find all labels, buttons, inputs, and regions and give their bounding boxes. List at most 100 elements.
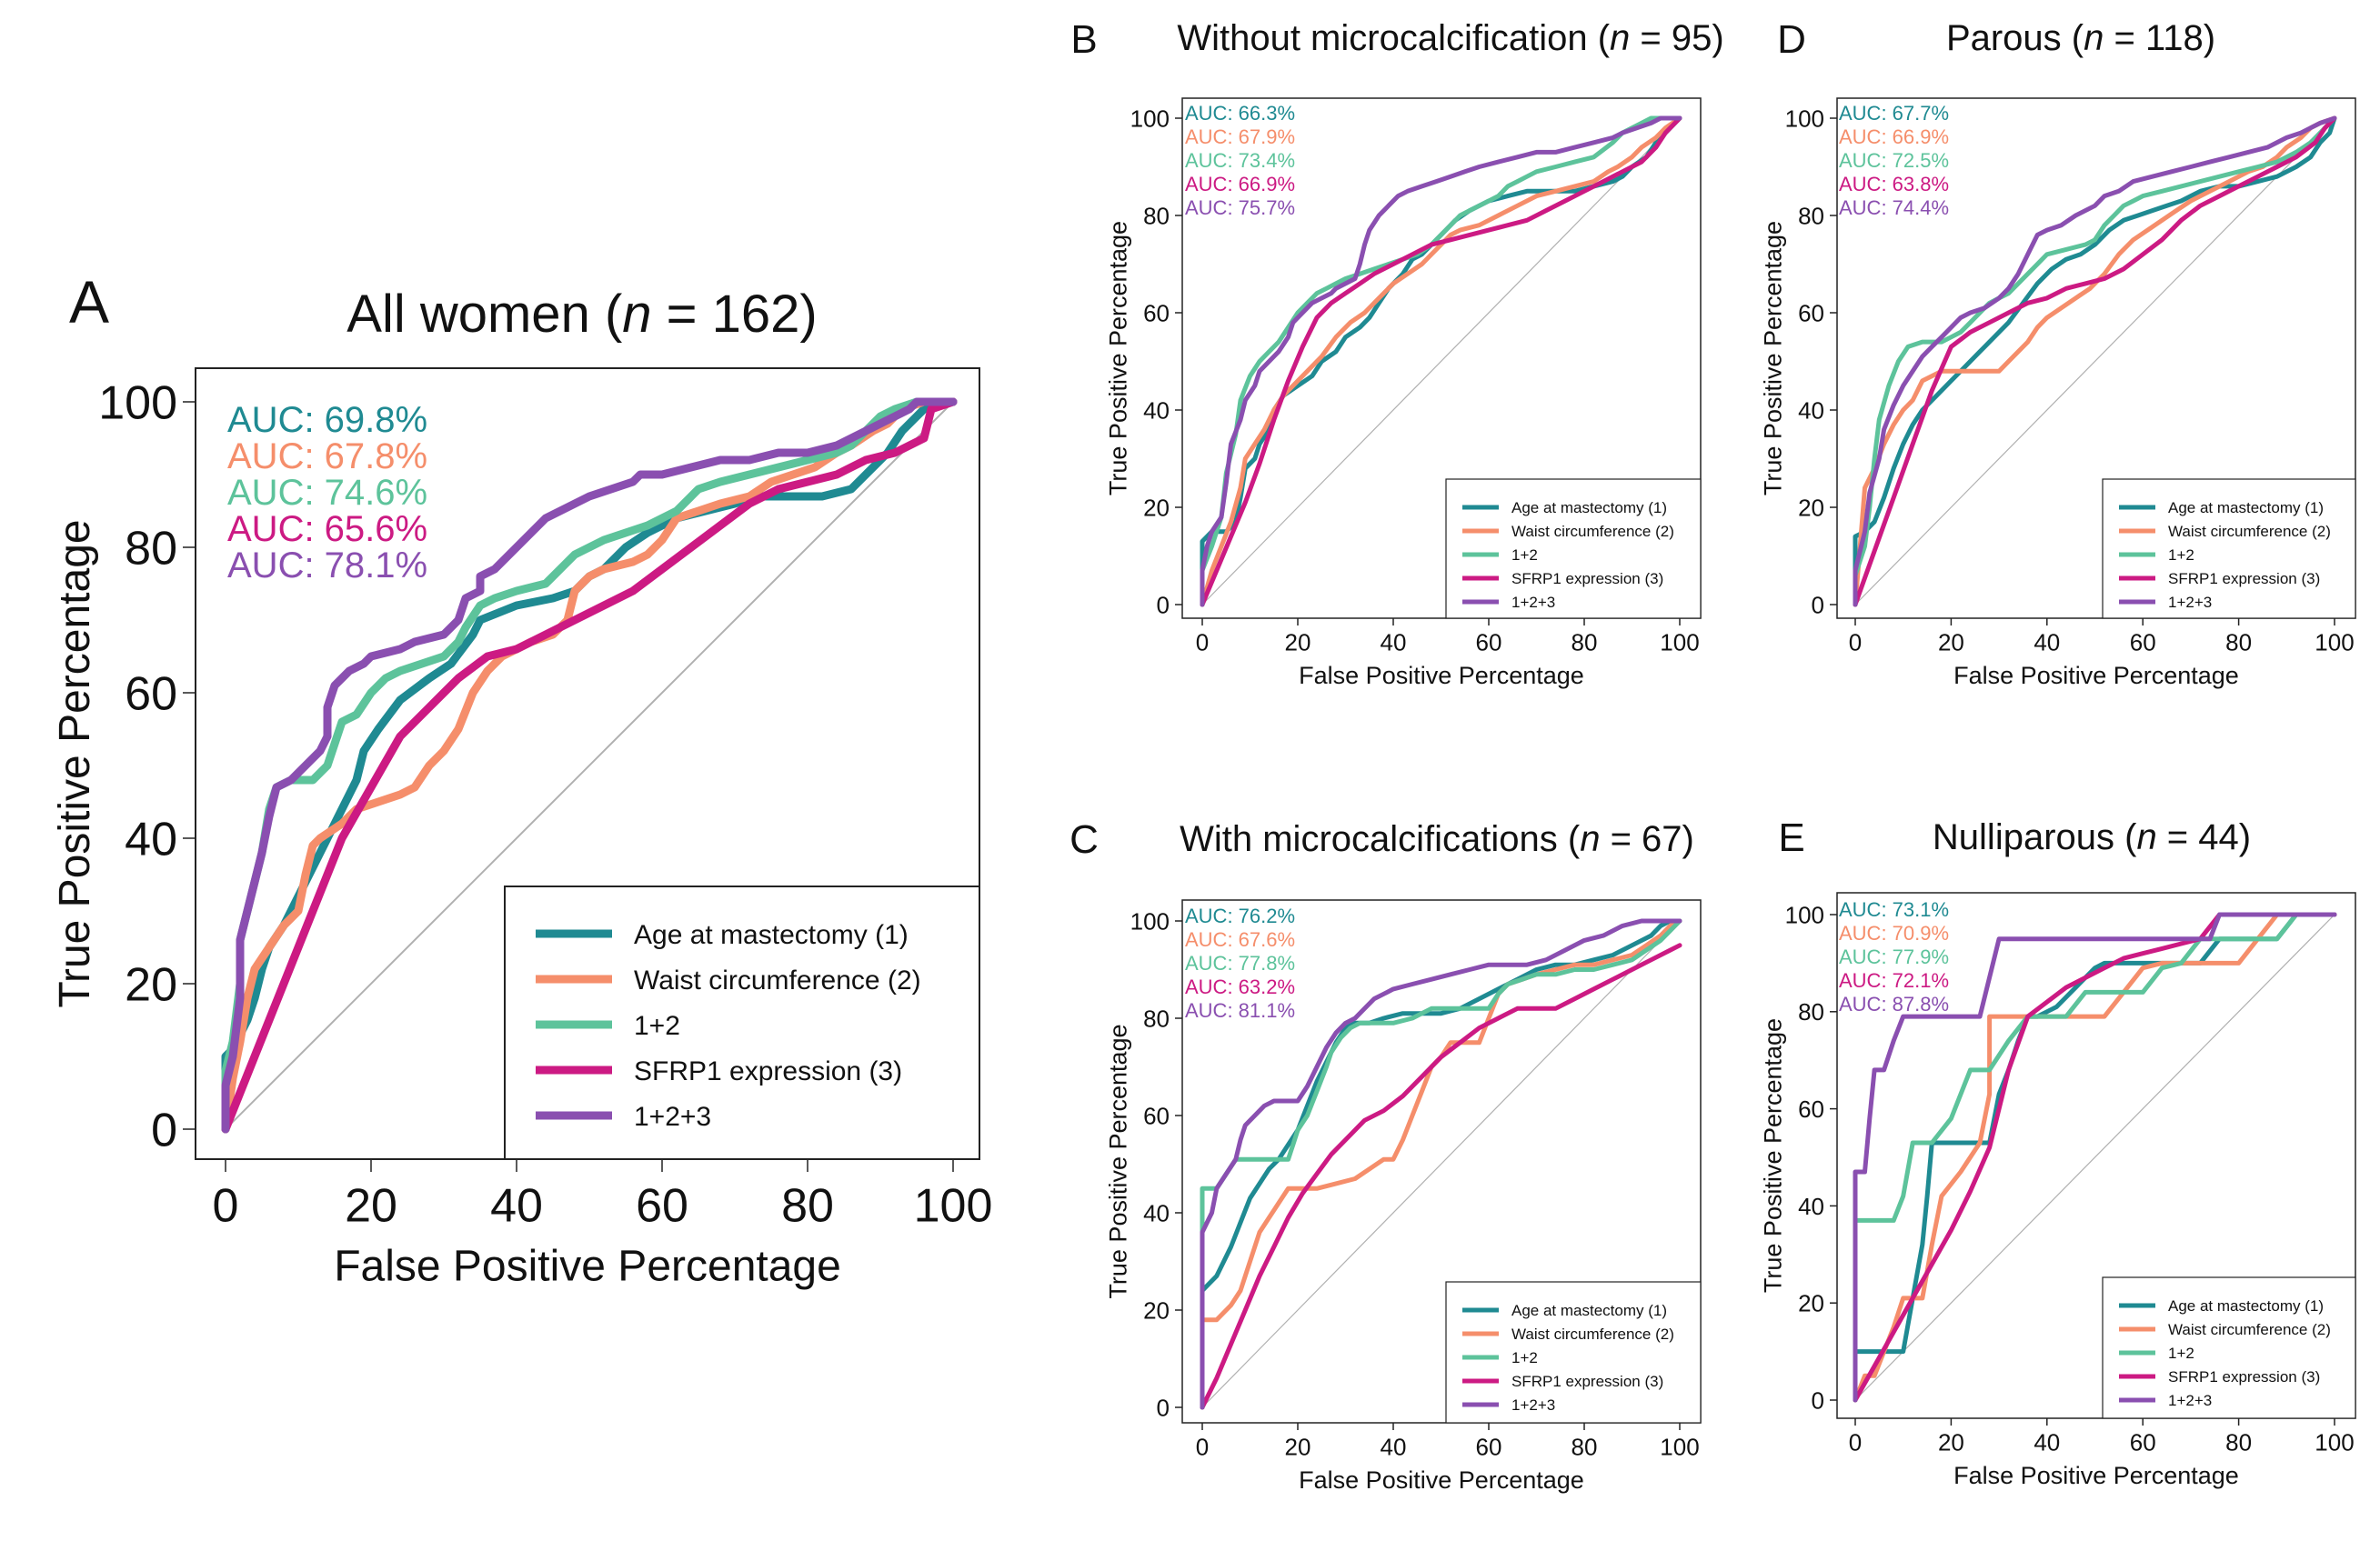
title-prefix: Nulliparous ( <box>1933 817 2137 857</box>
panel-b: 00 20 20 40 40 60 60 80 80 100 100 False Positive P… <box>1070 17 1723 689</box>
reference-diagonal <box>1201 117 1681 605</box>
title-suffix: = 67) <box>1600 819 1693 859</box>
series-line-sfrp1 <box>1853 115 2337 607</box>
series-lines <box>1200 918 1682 1410</box>
x-axis-label: False Positive Percentage <box>1299 662 1584 689</box>
chart-title: Without microcalcification (n = 95) <box>1177 18 1723 58</box>
legend: Age at mastectomy (1) Waist circumference… <box>2102 478 2356 619</box>
legend-label-combo123: 1+2+3 <box>2168 1392 2212 1409</box>
legend-label-combo123: 1+2+3 <box>1511 1396 1555 1414</box>
y-tick-label-80: 80 <box>1798 998 1824 1026</box>
x-tick-label-40: 40 <box>1381 1433 1407 1460</box>
y-tick-label-100: 100 <box>1130 907 1170 935</box>
auc-label-age: AUC: 67.7% <box>1839 102 1949 125</box>
panel-letter: C <box>1069 817 1099 862</box>
axis-ticks: 00 20 20 40 40 60 60 80 80 100 100 <box>1785 901 2355 1456</box>
reference-diagonal <box>225 401 954 1130</box>
y-axis-label: True Positive Percentage <box>1760 221 1787 495</box>
auc-label-combo12: AUC: 77.9% <box>1839 946 1949 968</box>
x-tick-label-0: 0 <box>213 1180 239 1233</box>
y-tick-label-0: 0 <box>1157 591 1170 618</box>
legend-label-combo12: 1+2 <box>1511 1349 1538 1366</box>
y-tick-label-40: 40 <box>1143 1199 1170 1226</box>
x-tick-label-0: 0 <box>1196 628 1209 655</box>
legend-box <box>1445 1281 1702 1424</box>
legend-label-waist: Waist circumference (2) <box>1511 1326 1674 1343</box>
legend-label-combo12: 1+2 <box>634 1011 680 1041</box>
y-tick-label-100: 100 <box>1785 105 1824 132</box>
legend-label-combo12: 1+2 <box>2168 1345 2194 1362</box>
chart-title: All women (n = 162) <box>346 285 817 344</box>
legend-box <box>1445 478 1702 619</box>
plot-frame <box>1836 97 2356 619</box>
x-tick-label-0: 0 <box>1849 628 1862 655</box>
x-tick-label-100: 100 <box>2315 1428 2354 1456</box>
x-tick-label-80: 80 <box>1572 1433 1598 1460</box>
y-axis-label: True Positive Percentage <box>1105 221 1132 495</box>
legend-label-waist: Waist circumference (2) <box>1511 523 1674 540</box>
panel-letter: E <box>1778 816 1804 860</box>
auc-label-combo123: AUC: 75.7% <box>1185 196 1295 219</box>
x-tick-label-0: 0 <box>1196 1433 1209 1460</box>
y-axis-label: True Positive Percentage <box>1105 1024 1132 1298</box>
legend-box <box>2102 478 2356 619</box>
x-tick-label-80: 80 <box>781 1180 834 1233</box>
auc-label-sfrp1: AUC: 72.1% <box>1839 969 1949 992</box>
title-prefix: With microcalcifications ( <box>1180 819 1581 859</box>
auc-label-sfrp1: AUC: 63.2% <box>1185 976 1295 998</box>
auc-label-waist: AUC: 67.9% <box>1185 125 1295 148</box>
x-tick-label-100: 100 <box>1660 628 1699 655</box>
y-tick-label-60: 60 <box>1798 1096 1824 1123</box>
reference-diagonal <box>1854 117 2335 605</box>
auc-label-combo12: AUC: 77.8% <box>1185 952 1295 975</box>
x-tick-label-20: 20 <box>1938 1428 1964 1456</box>
legend-label-combo123: 1+2+3 <box>634 1102 711 1132</box>
series-line-combo123 <box>1853 115 2337 607</box>
auc-label-combo123: AUC: 81.1% <box>1185 999 1295 1022</box>
legend-label-sfrp1: SFRP1 expression (3) <box>1511 570 1663 587</box>
series-line-sfrp1 <box>1200 943 1682 1410</box>
plot-frame <box>1836 892 2356 1419</box>
y-tick-label-80: 80 <box>1798 202 1824 229</box>
axis-ticks: 00 20 20 40 40 60 60 80 80 100 100 <box>98 377 992 1233</box>
legend-label-age: Age at mastectomy (1) <box>2168 499 2324 516</box>
axis-ticks: 00 20 20 40 40 60 60 80 80 100 100 <box>1130 907 1700 1460</box>
auc-labels: AUC: 76.2%AUC: 67.6%AUC: 77.8%AUC: 63.2%… <box>1185 905 1295 1022</box>
auc-label-waist: AUC: 66.9% <box>1839 125 1949 148</box>
y-tick-label-40: 40 <box>125 814 177 866</box>
chart-title: Parous (n = 118) <box>1946 18 2215 58</box>
panel-c: 00 20 20 40 40 60 60 80 80 100 100 False Positive P… <box>1069 817 1702 1494</box>
panel-letter: A <box>69 268 109 335</box>
axis-ticks: 00 20 20 40 40 60 60 80 80 100 100 <box>1130 105 1700 655</box>
x-tick-label-80: 80 <box>1572 628 1598 655</box>
y-tick-label-60: 60 <box>1143 1102 1170 1129</box>
auc-label-waist: AUC: 67.8% <box>227 436 427 476</box>
title-n: n <box>1610 18 1630 58</box>
series-line-age <box>1200 918 1682 1410</box>
series-line-age <box>1853 912 2337 1403</box>
x-tick-label-20: 20 <box>1285 628 1311 655</box>
auc-labels: AUC: 67.7%AUC: 66.9%AUC: 72.5%AUC: 63.8%… <box>1839 102 1949 219</box>
legend-label-age: Age at mastectomy (1) <box>1511 499 1667 516</box>
series-line-waist <box>1200 115 1682 607</box>
series-lines <box>1853 115 2337 607</box>
plot-frame <box>1181 899 1702 1424</box>
auc-label-combo12: AUC: 74.6% <box>227 473 427 513</box>
x-tick-label-100: 100 <box>914 1180 993 1233</box>
y-tick-label-60: 60 <box>1143 299 1170 326</box>
title-n: n <box>622 285 651 344</box>
x-tick-label-60: 60 <box>2130 628 2156 655</box>
x-axis-label: False Positive Percentage <box>1299 1466 1584 1494</box>
auc-label-combo12: AUC: 72.5% <box>1839 149 1949 172</box>
series-line-sfrp1 <box>1200 115 1682 607</box>
series-line-waist <box>1853 912 2337 1403</box>
x-tick-label-40: 40 <box>490 1180 543 1233</box>
title-prefix: Parous ( <box>1946 18 2084 58</box>
auc-label-combo12: AUC: 73.4% <box>1185 149 1295 172</box>
series-line-sfrp1 <box>221 397 958 1134</box>
legend: Age at mastectomy (1) Waist circumference… <box>2102 1276 2356 1419</box>
legend: Age at mastectomy (1) Waist circumference… <box>1445 1281 1702 1424</box>
